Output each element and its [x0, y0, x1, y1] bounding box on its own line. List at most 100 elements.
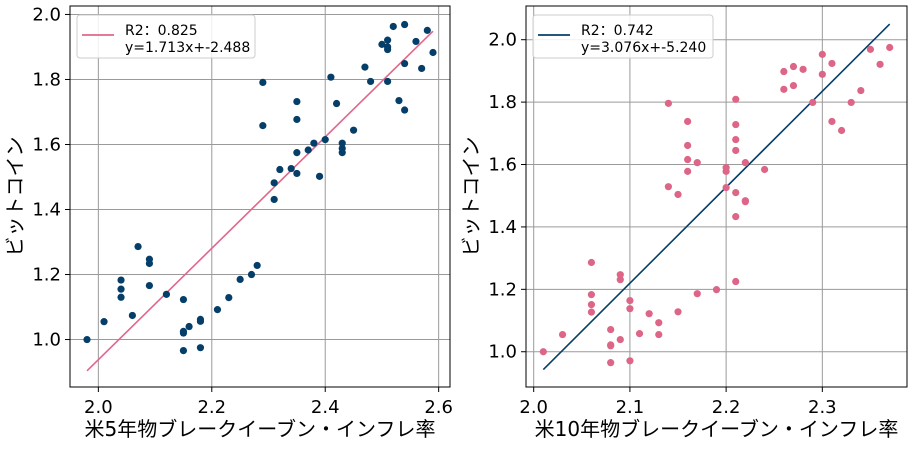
data-point — [607, 359, 615, 367]
data-point — [423, 26, 431, 34]
data-point — [293, 115, 301, 124]
data-point — [828, 117, 836, 126]
data-point — [384, 77, 392, 86]
data-point — [315, 172, 324, 180]
data-point — [338, 139, 346, 147]
data-point — [780, 85, 788, 93]
data-point — [384, 45, 392, 54]
x-tick-label: 2.2 — [197, 397, 226, 418]
data-point — [732, 135, 740, 144]
x-tick-label: 2.6 — [424, 397, 453, 418]
data-point — [349, 126, 358, 134]
data-point — [607, 342, 615, 350]
y-axis-label: ビットコイン — [3, 137, 27, 257]
data-point — [818, 70, 826, 78]
legend-equation: y=1.713x+-2.488 — [125, 40, 250, 56]
data-point — [607, 325, 615, 334]
data-point — [270, 195, 278, 204]
y-tick-label: 2.0 — [488, 30, 517, 51]
data-point — [225, 294, 233, 302]
data-point — [664, 183, 672, 191]
data-point — [162, 290, 171, 298]
axes-frame — [69, 5, 451, 388]
data-point — [616, 271, 624, 279]
data-point — [684, 167, 692, 175]
data-point — [539, 348, 547, 356]
data-point — [587, 308, 596, 316]
data-point — [789, 81, 798, 90]
data-point — [304, 146, 312, 154]
data-point — [321, 136, 329, 144]
data-point — [693, 159, 701, 167]
legend-equation: y=3.076x+-5.240 — [581, 40, 706, 56]
data-point — [732, 188, 740, 197]
data-point — [338, 149, 346, 157]
data-point — [722, 167, 730, 175]
y-tick-label: 1.6 — [32, 134, 61, 155]
data-point — [293, 169, 301, 178]
y-tick-label: 1.0 — [32, 330, 61, 351]
data-point — [361, 63, 369, 71]
x-tick-label: 2.3 — [808, 397, 837, 418]
data-point — [100, 318, 108, 326]
data-point — [558, 330, 567, 339]
data-point — [332, 99, 341, 108]
data-point — [645, 310, 653, 318]
data-point — [857, 86, 865, 95]
data-point — [310, 139, 318, 147]
y-tick-label: 2.0 — [32, 4, 61, 25]
data-point — [366, 77, 375, 86]
data-point — [117, 276, 125, 284]
data-point — [389, 22, 397, 31]
legend-r2: R2：0.742 — [581, 23, 654, 39]
x-axis-label: 米5年物ブレークイーブン・インフレ率 — [85, 417, 436, 441]
data-point — [418, 64, 426, 73]
data-point — [179, 346, 188, 355]
data-point — [655, 319, 663, 327]
data-point — [587, 258, 596, 267]
data-point — [253, 261, 261, 270]
data-point — [412, 37, 420, 46]
data-point — [684, 117, 692, 126]
data-point — [732, 277, 740, 286]
data-point — [732, 95, 740, 103]
data-point — [196, 344, 205, 352]
data-point — [616, 335, 624, 344]
y-tick-label: 1.2 — [488, 279, 517, 300]
data-point — [401, 106, 409, 114]
scatter-chart-1: 2.0 2.2 2.4 2.6 1.0 1.2 1.4 1.6 1.8 2.0 R2：0.825y=… — [3, 4, 453, 441]
data-point — [741, 198, 749, 206]
scatter-chart-2: 2.0 2.1 2.2 2.3 1.0 1.2 1.4 1.6 1.8 2.0 R2：0.742y=… — [459, 5, 908, 441]
x-tick-label: 2.0 — [519, 397, 548, 418]
legend-box — [532, 14, 714, 59]
data-point — [236, 275, 244, 283]
data-point — [789, 62, 798, 71]
x-tick-label: 2.2 — [712, 397, 741, 418]
data-point — [196, 317, 205, 325]
y-tick-label: 1.6 — [488, 155, 517, 176]
data-point — [684, 155, 692, 164]
data-point — [837, 126, 846, 135]
data-point — [626, 357, 634, 365]
y-tick-label: 1.8 — [32, 69, 61, 90]
data-point — [722, 184, 730, 192]
data-point — [587, 291, 596, 299]
data-point — [145, 259, 154, 268]
data-point — [276, 165, 284, 174]
y-tick-label: 1.4 — [32, 200, 61, 221]
data-point — [395, 96, 403, 105]
x-tick-label: 2.1 — [616, 397, 645, 418]
legend-r2: R2：0.825 — [125, 23, 198, 39]
data-point — [809, 98, 817, 107]
y-axis-label: ビットコイン — [459, 137, 483, 257]
data-point — [635, 330, 644, 338]
data-point — [270, 179, 278, 187]
data-point — [185, 322, 193, 331]
x-axis-label: 米10年物ブレークイーブン・インフレ率 — [535, 417, 899, 441]
data-point — [732, 120, 740, 129]
y-tick-label: 1.2 — [32, 265, 61, 286]
data-point — [117, 293, 125, 301]
data-point — [712, 286, 721, 294]
